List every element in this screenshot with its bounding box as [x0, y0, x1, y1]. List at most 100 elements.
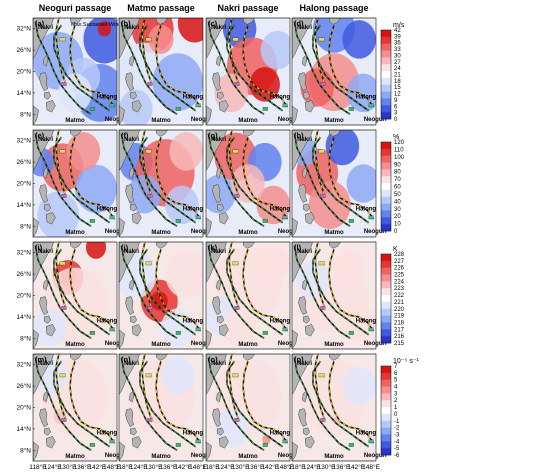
- typhoon-label-nakri: Nakri: [297, 25, 312, 31]
- typhoon-label-matmo: Matmo: [324, 342, 344, 348]
- track-start-marker: [368, 327, 374, 332]
- x-tick-label: 118°E: [115, 463, 133, 471]
- colorbar-swatch: [381, 400, 391, 408]
- map-panel: [205, 17, 291, 126]
- colorbar-unit: %: [393, 134, 399, 141]
- typhoon-label-neoguri: Neoguri: [278, 117, 301, 123]
- colorbar-tick-label: 9: [394, 98, 398, 104]
- track-end-marker: [59, 373, 66, 378]
- x-tick-label: 124°E: [44, 463, 62, 471]
- typhoon-label-matmo: Matmo: [238, 342, 258, 348]
- track-dash-halong: [242, 360, 288, 444]
- colorbar-swatch: [381, 210, 391, 218]
- panel-frame: [291, 353, 377, 462]
- map-panel: [32, 129, 118, 238]
- map-panel: [118, 353, 204, 462]
- track-start-marker: [147, 82, 153, 86]
- y-tick-label: 26°N: [16, 46, 31, 54]
- colorbar-swatch: [381, 260, 391, 268]
- track-line-neoguri: [139, 248, 197, 336]
- y-tick-label: 14°N: [16, 313, 31, 321]
- panel-frame: [205, 241, 291, 350]
- track-line-neoguri: [139, 24, 197, 112]
- track-start-marker: [195, 327, 201, 332]
- colorbar-tick-label: 3: [394, 111, 398, 117]
- track-dash-halong: [242, 24, 288, 108]
- track-line-neoguri: [312, 24, 370, 112]
- typhoon-label-neoguri: Neoguri: [191, 117, 214, 123]
- field-contour: [346, 164, 377, 203]
- colorbar-tick-label: 50: [394, 192, 401, 198]
- map-panel: [118, 241, 204, 350]
- typhoon-label-halong: Halong: [183, 430, 204, 436]
- colorbar-tick-label: 42: [394, 28, 401, 34]
- typhoon-label-matmo: Matmo: [238, 230, 258, 236]
- field-contour: [342, 20, 376, 59]
- colorbar-tick-label: -2: [394, 426, 400, 432]
- colorbar-unit: 10⁻⁵ s⁻¹: [393, 358, 420, 365]
- typhoon-label-neoguri: Neoguri: [191, 453, 214, 459]
- track-start-marker: [320, 306, 326, 310]
- track-start-marker: [348, 443, 354, 447]
- typhoon-label-nakri: Nakri: [124, 361, 139, 367]
- typhoon-label-neoguri: Neoguri: [364, 117, 387, 123]
- track-start-marker: [147, 194, 153, 198]
- colorbar-swatch: [381, 434, 391, 442]
- x-tick-label: 124°E: [217, 463, 235, 471]
- track-dash-nakri: [228, 130, 239, 195]
- colorbar-tick-label: 220: [394, 307, 405, 313]
- colorbar-swatch: [381, 336, 391, 344]
- track-dash-nakri: [141, 18, 152, 83]
- panel-frame: [291, 241, 377, 350]
- track-dash-matmo: [120, 133, 178, 227]
- typhoon-label-neoguri: Neoguri: [364, 229, 387, 235]
- colorbar-swatch: [381, 203, 391, 211]
- track-start-marker: [262, 331, 268, 335]
- typhoon-label-matmo: Matmo: [65, 342, 85, 348]
- panel-label: (j): [121, 243, 129, 252]
- track-start-marker: [195, 103, 201, 108]
- map-panel: [205, 241, 291, 350]
- colorbar-swatch: [381, 224, 391, 232]
- typhoon-label-halong: Halong: [356, 206, 377, 212]
- colorbar-tick-label: -3: [394, 432, 400, 438]
- y-tick-label: 20°N: [16, 180, 31, 188]
- panel-label: (b): [121, 19, 131, 28]
- panel-label: (f): [121, 131, 129, 140]
- track-dash-matmo: [207, 245, 265, 339]
- typhoon-label-halong: Halong: [183, 94, 204, 100]
- typhoon-label-matmo: Matmo: [65, 454, 85, 460]
- track-end-marker: [145, 373, 152, 378]
- colorbar-tick-label: 224: [394, 279, 405, 285]
- colorbar-tick-label: -5: [394, 446, 400, 452]
- colorbar-swatch: [381, 441, 391, 449]
- x-tick-label: 118°E: [288, 463, 306, 471]
- track-line-neoguri: [53, 24, 111, 112]
- colorbar-swatch: [381, 155, 391, 163]
- colorbar-unit: m/s: [393, 22, 405, 29]
- colorbar-tick-label: 36: [394, 41, 401, 47]
- colorbar-swatch: [381, 329, 391, 337]
- colorbar-tick-label: 223: [394, 286, 405, 292]
- track-start-marker: [109, 103, 115, 108]
- panel-frame: [118, 353, 204, 462]
- map-panel: [32, 17, 118, 126]
- track-line-neoguri: [226, 248, 284, 336]
- colorbar-tick-label: 5: [394, 378, 398, 384]
- colorbar-tick-label: 80: [394, 170, 401, 176]
- colorbar-swatch: [381, 142, 391, 150]
- typhoon-label-neoguri: Neoguri: [105, 117, 128, 123]
- typhoon-label-nakri: Nakri: [211, 249, 226, 255]
- colorbar-swatch: [381, 30, 391, 38]
- colorbar-swatch: [381, 169, 391, 177]
- y-tick-label: 14°N: [16, 425, 31, 433]
- track-end-marker: [318, 37, 325, 42]
- colorbar-tick-label: 222: [394, 293, 405, 299]
- track-start-marker: [175, 443, 181, 447]
- track-end-marker: [318, 373, 325, 378]
- track-start-marker: [348, 219, 354, 223]
- colorbar-tick-label: 33: [394, 47, 401, 53]
- colorbar-swatch: [381, 217, 391, 225]
- x-tick-label: 130°E: [145, 463, 163, 471]
